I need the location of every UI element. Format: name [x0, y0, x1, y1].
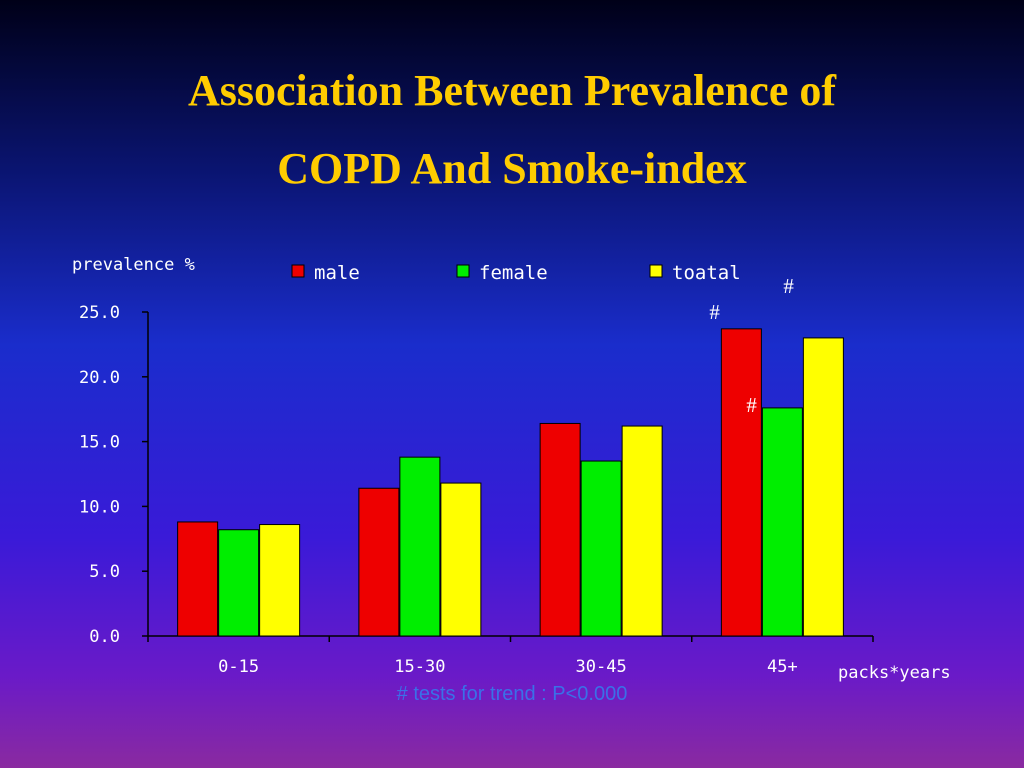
- bar-toatal-30-45: [621, 425, 663, 637]
- bar-toatal-0-15: [259, 524, 301, 637]
- bar-male-45+: [720, 328, 762, 637]
- x-axis-label: packs*years: [838, 663, 951, 683]
- y-axis-label: prevalence %: [72, 255, 195, 275]
- bar-toatal-15-30: [440, 482, 482, 637]
- trend-annotation-male: #: [709, 300, 720, 324]
- legend-label-female: female: [479, 262, 548, 284]
- x-tick-label: 0-15: [218, 657, 259, 677]
- trend-annotation-toatal: #: [783, 274, 794, 298]
- y-tick-label: 25.0: [79, 303, 120, 323]
- bar-toatal-45+: [802, 337, 844, 637]
- legend-swatch-toatal: [649, 264, 663, 278]
- y-tick-label: 20.0: [79, 368, 120, 388]
- footnote: # tests for trend : P<0.000: [396, 683, 628, 705]
- legend-swatch-female: [456, 264, 470, 278]
- x-tick-label: 15-30: [394, 657, 445, 677]
- bar-male-0-15: [177, 521, 219, 637]
- slide-title: Association Between Prevalence of COPD A…: [0, 52, 1024, 208]
- bar-female-0-15: [218, 529, 260, 637]
- title-line-1: Association Between Prevalence of: [187, 66, 837, 115]
- x-tick-label: 45+: [767, 657, 798, 677]
- y-tick-label: 5.0: [89, 562, 120, 582]
- legend-label-toatal: toatal: [672, 262, 741, 284]
- legend-label-male: male: [314, 262, 360, 284]
- y-tick-label: 15.0: [79, 433, 120, 453]
- title-line-2: COPD And Smoke-index: [277, 144, 747, 193]
- bar-male-15-30: [358, 487, 400, 637]
- bar-male-30-45: [539, 422, 581, 637]
- legend-swatch-male: [291, 264, 305, 278]
- bar-female-45+: [761, 407, 803, 637]
- bar-female-15-30: [399, 456, 441, 637]
- trend-annotation-female: #: [746, 393, 757, 417]
- y-tick-label: 0.0: [89, 627, 120, 647]
- bar-female-30-45: [580, 460, 622, 637]
- x-tick-label: 30-45: [576, 657, 627, 677]
- y-tick-label: 10.0: [79, 497, 120, 517]
